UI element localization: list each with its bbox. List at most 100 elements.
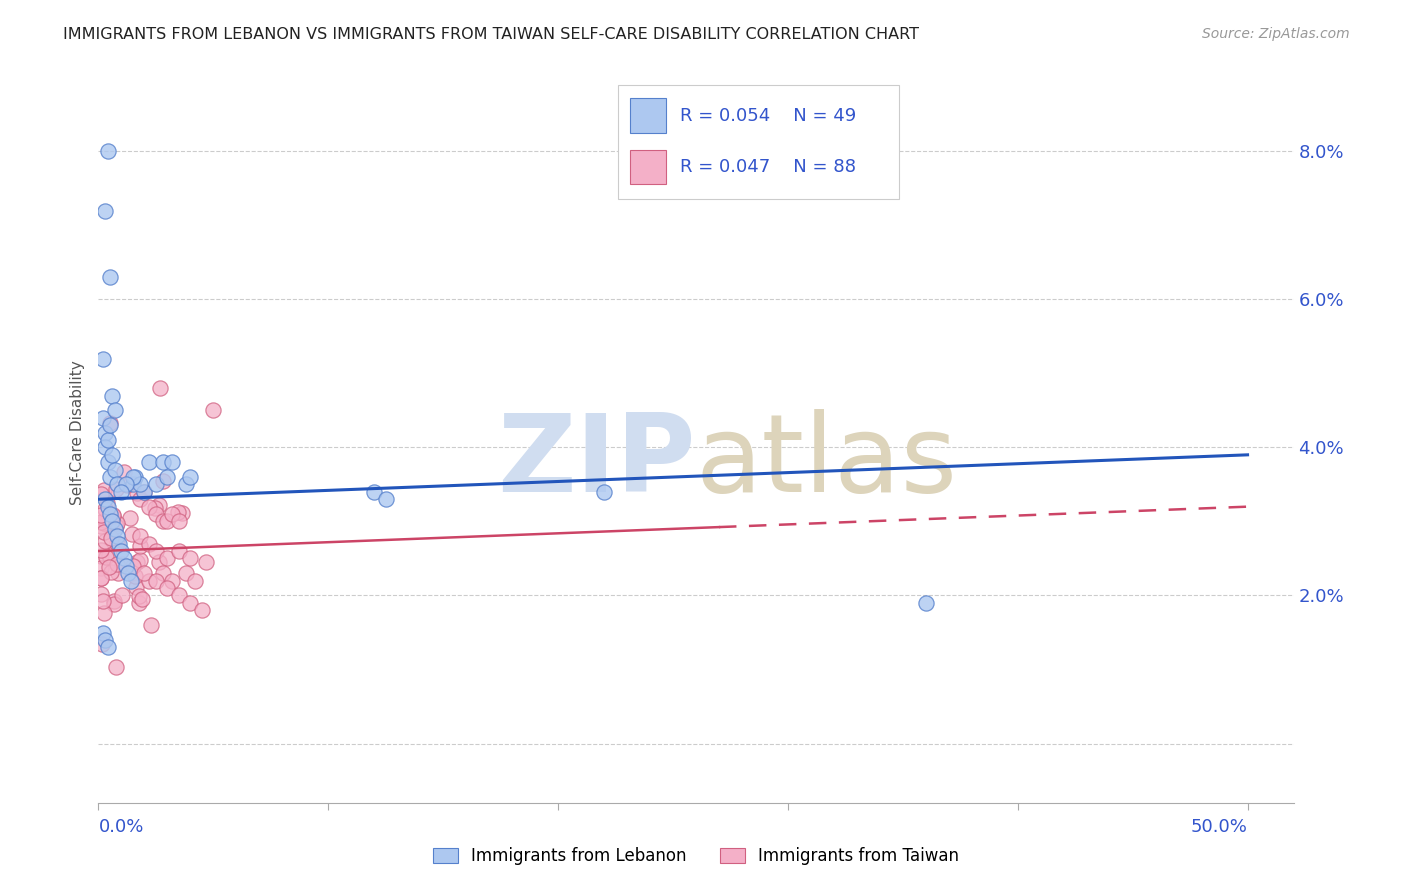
Point: [174, 477, 197, 491]
Point: [156, 470, 179, 484]
Point: [124, 568, 146, 582]
Point: [128, 590, 150, 604]
Point: [145, 477, 167, 491]
Point: [374, 492, 396, 507]
Point: [172, 506, 194, 520]
Point: [98, 270, 121, 285]
Point: [127, 486, 149, 500]
Point: [122, 470, 145, 484]
Text: 0.0%: 0.0%: [98, 818, 143, 836]
Point: [128, 596, 150, 610]
Point: [101, 515, 124, 529]
Point: [143, 501, 166, 516]
Point: [103, 593, 125, 607]
Point: [97, 433, 120, 447]
Point: [194, 555, 217, 569]
Point: [105, 482, 128, 496]
Point: [115, 477, 138, 491]
Point: [105, 529, 128, 543]
Text: atlas: atlas: [696, 409, 957, 516]
Text: 50.0%: 50.0%: [1191, 818, 1247, 836]
Point: [93, 606, 115, 620]
Point: [90, 542, 112, 557]
Point: [94, 533, 117, 548]
Point: [97, 640, 120, 655]
Point: [138, 500, 160, 514]
Point: [145, 544, 167, 558]
Point: [96, 549, 118, 564]
Point: [128, 477, 150, 491]
Point: [100, 531, 122, 545]
Point: [174, 566, 197, 581]
Point: [363, 484, 385, 499]
Point: [104, 519, 127, 533]
Y-axis label: Self-Care Disability: Self-Care Disability: [70, 360, 86, 505]
Point: [167, 515, 190, 529]
Point: [91, 625, 114, 640]
Point: [124, 470, 146, 484]
Point: [101, 448, 124, 462]
Point: [98, 470, 121, 484]
Point: [104, 660, 127, 674]
Point: [103, 462, 125, 476]
Point: [202, 403, 225, 417]
Point: [167, 544, 190, 558]
Point: [138, 536, 160, 550]
Point: [148, 555, 170, 569]
Point: [91, 351, 114, 366]
Point: [145, 507, 167, 521]
Point: [94, 425, 117, 440]
Point: [110, 544, 132, 558]
Point: [108, 536, 131, 550]
Point: [91, 410, 114, 425]
Point: [128, 553, 150, 567]
Point: [179, 470, 201, 484]
Point: [122, 558, 145, 573]
Point: [148, 498, 170, 512]
Point: [94, 502, 117, 516]
Point: [118, 511, 141, 525]
Point: [103, 597, 125, 611]
Point: [184, 574, 207, 588]
Text: Source: ZipAtlas.com: Source: ZipAtlas.com: [1202, 27, 1350, 41]
Point: [97, 500, 120, 514]
Point: [98, 549, 121, 563]
Point: [129, 539, 152, 553]
Point: [100, 566, 122, 580]
Point: [122, 477, 145, 491]
Point: [90, 508, 112, 522]
Point: [117, 566, 139, 581]
Point: [98, 560, 121, 574]
Point: [179, 551, 201, 566]
Point: [93, 513, 115, 527]
Point: [94, 441, 117, 455]
Point: [593, 484, 616, 499]
Point: [156, 515, 179, 529]
Point: [125, 555, 148, 569]
Point: [156, 551, 179, 566]
Point: [90, 571, 112, 585]
Point: [94, 632, 117, 647]
Point: [91, 594, 114, 608]
Point: [152, 474, 174, 488]
Point: [166, 505, 188, 519]
Point: [131, 591, 153, 606]
Point: [134, 484, 156, 499]
Point: [138, 574, 160, 588]
Point: [96, 496, 118, 510]
Point: [134, 566, 156, 581]
Point: [90, 487, 112, 501]
Point: [90, 549, 112, 564]
Point: [115, 558, 138, 573]
Point: [111, 588, 134, 602]
Point: [128, 529, 150, 543]
Point: [160, 507, 183, 521]
Point: [110, 484, 132, 499]
Text: IMMIGRANTS FROM LEBANON VS IMMIGRANTS FROM TAIWAN SELF-CARE DISABILITY CORRELATI: IMMIGRANTS FROM LEBANON VS IMMIGRANTS FR…: [63, 27, 920, 42]
Point: [93, 524, 115, 539]
Point: [101, 389, 124, 403]
Point: [103, 509, 125, 524]
Point: [94, 492, 117, 507]
Point: [101, 508, 124, 522]
Point: [103, 522, 125, 536]
